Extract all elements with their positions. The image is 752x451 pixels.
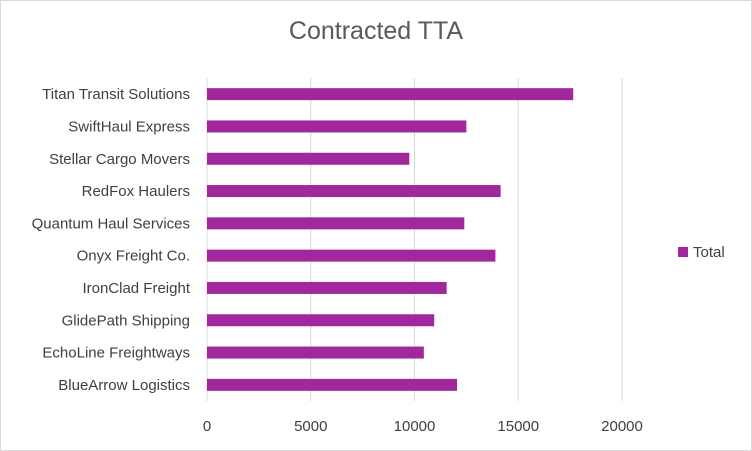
- category-label: SwiftHaul Express: [68, 118, 190, 135]
- category-label: Stellar Cargo Movers: [49, 151, 190, 168]
- category-label: Quantum Haul Services: [32, 215, 190, 232]
- category-label: GlidePath Shipping: [62, 312, 190, 329]
- category-label: Onyx Freight Co.: [77, 248, 190, 265]
- category-label: IronClad Freight: [82, 280, 190, 297]
- category-label: Titan Transit Solutions: [42, 86, 190, 103]
- bar: [207, 346, 424, 359]
- bars: [207, 88, 574, 391]
- category-labels: BlueArrow Logistics EchoLine Freightways G…: [32, 86, 191, 394]
- bar: [207, 217, 465, 230]
- bar: [207, 314, 435, 327]
- x-tick-labels: 0 5000 10000 15000 20000: [203, 418, 643, 435]
- legend-swatch: [678, 247, 688, 257]
- bar: [207, 120, 467, 133]
- category-label: EchoLine Freightways: [42, 345, 190, 362]
- bar: [207, 88, 574, 101]
- bar: [207, 185, 501, 198]
- bar: [207, 378, 458, 391]
- bar: [207, 281, 447, 294]
- legend-label: Total: [693, 244, 725, 261]
- category-label: BlueArrow Logistics: [58, 377, 190, 394]
- bar: [207, 152, 410, 165]
- x-tick-label: 0: [203, 418, 211, 435]
- category-label: RedFox Haulers: [82, 183, 190, 200]
- x-tick-label: 20000: [601, 418, 643, 435]
- x-tick-label: 15000: [497, 418, 539, 435]
- legend: Total: [678, 244, 725, 261]
- x-tick-label: 5000: [294, 418, 327, 435]
- chart-title: Contracted TTA: [288, 17, 464, 45]
- x-tick-label: 10000: [394, 418, 436, 435]
- bar: [207, 249, 496, 262]
